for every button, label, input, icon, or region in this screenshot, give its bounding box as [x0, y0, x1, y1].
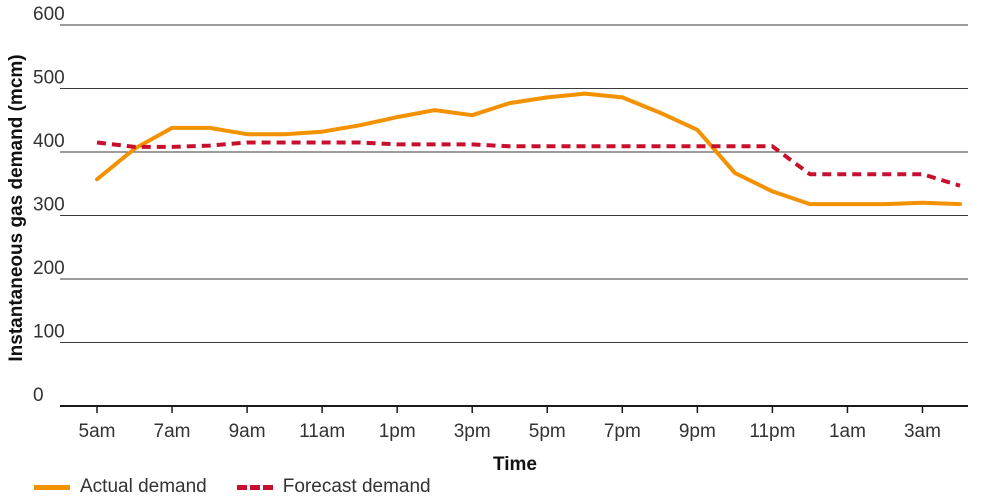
x-tick-label: 11am [299, 421, 345, 442]
x-axis-title: Time [493, 454, 537, 475]
legend-item-actual: Actual demand [34, 476, 207, 498]
x-tick-label: 7pm [604, 421, 641, 442]
series-line-forecast [96, 140, 961, 188]
y-tick-label: 400 [33, 131, 65, 152]
series-lines [95, 91, 962, 207]
y-tick-labels: 0 100 200 300 400 500 600 [33, 4, 65, 406]
y-tick-label: 200 [33, 258, 65, 279]
y-tick-label: 100 [33, 322, 65, 343]
series-line-actual [95, 91, 962, 207]
legend-label-actual: Actual demand [80, 476, 207, 497]
x-tick-label: 3pm [454, 421, 491, 442]
x-tick-label: 9am [229, 421, 266, 442]
x-tick-label: 5pm [529, 421, 566, 442]
y-tick-label: 300 [33, 195, 65, 216]
legend-swatch-forecast [236, 484, 273, 490]
y-tick-label: 0 [33, 385, 44, 406]
gridlines [60, 24, 968, 343]
legend-swatch-actual [34, 484, 70, 490]
legend: Actual demand Forecast demand [34, 476, 461, 498]
x-tick-label: 3am [904, 421, 941, 442]
x-tick-label: 11pm [749, 421, 795, 442]
legend-item-forecast: Forecast demand [236, 476, 431, 498]
x-tick-label: 9pm [679, 421, 716, 442]
x-tick-label: 1am [829, 421, 866, 442]
x-axis: 5am 7am 9am 11am 1pm 3pm 5pm 7pm 9pm 11pm 1am 3am [60, 405, 968, 442]
legend-label-forecast: Forecast demand [282, 476, 431, 497]
y-tick-label: 500 [33, 68, 65, 89]
y-tick-label: 600 [33, 4, 65, 25]
x-tick-label: 7am [154, 421, 191, 442]
x-tick-label: 5am [79, 421, 116, 442]
y-axis-title: Instantaneous gas demand (mcm) [6, 54, 27, 361]
x-tick-label: 1pm [379, 421, 416, 442]
